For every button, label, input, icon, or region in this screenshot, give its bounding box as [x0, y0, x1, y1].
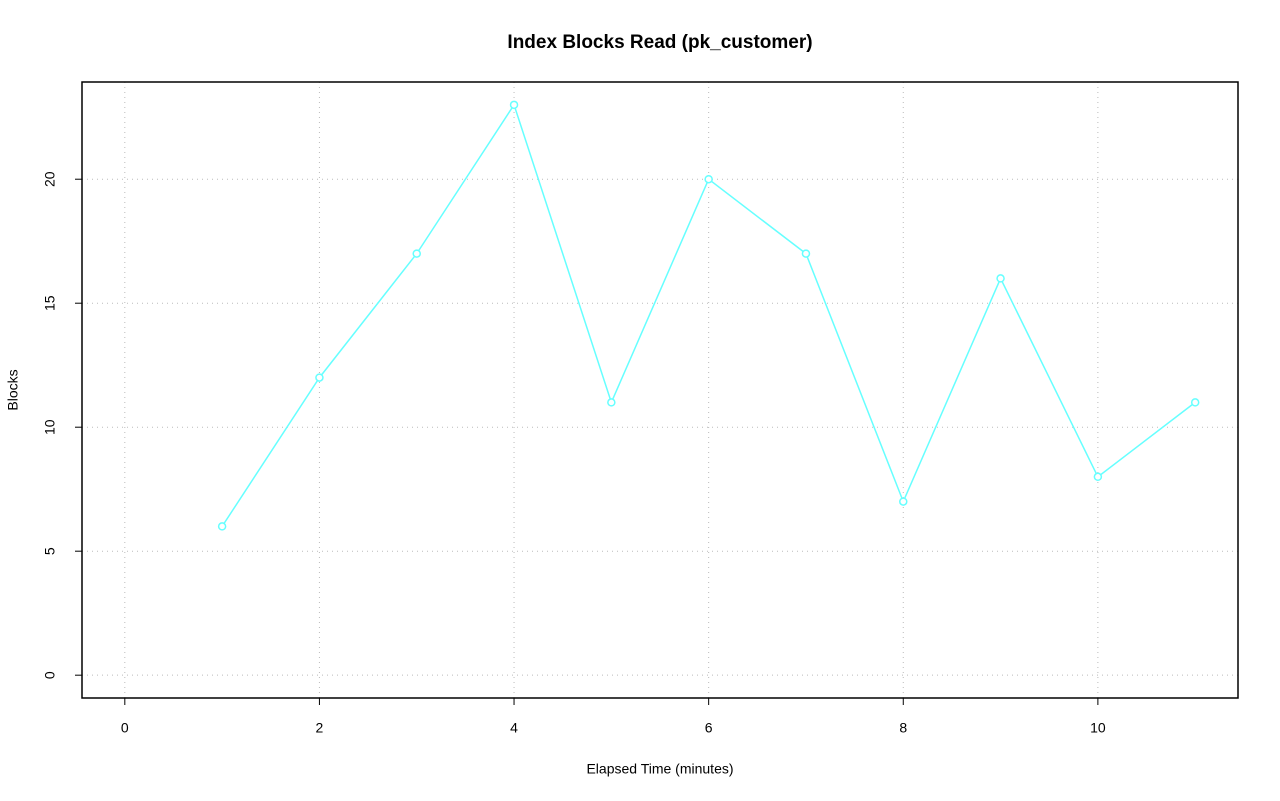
- y-tick-label: 0: [42, 671, 58, 679]
- y-tick-label: 15: [42, 295, 58, 311]
- y-tick-label: 5: [42, 547, 58, 555]
- x-tick-label: 2: [316, 720, 324, 736]
- data-point: [509, 100, 519, 110]
- data-point: [899, 497, 908, 506]
- x-axis-title: Elapsed Time (minutes): [586, 761, 733, 777]
- data-point: [1190, 398, 1200, 407]
- chart-title: Index Blocks Read (pk_customer): [507, 32, 812, 53]
- y-tick-label: 20: [42, 171, 58, 187]
- data-point: [996, 274, 1005, 283]
- data-point: [704, 174, 713, 184]
- x-tick-label: 4: [510, 720, 518, 736]
- y-axis-title: Blocks: [5, 369, 21, 410]
- data-point: [217, 522, 227, 531]
- x-tick-label: 10: [1090, 720, 1106, 736]
- plot-frame: [81, 81, 1239, 699]
- data-point: [607, 398, 616, 407]
- data-point: [412, 249, 421, 258]
- data-point: [315, 373, 324, 382]
- data-point: [801, 249, 811, 258]
- x-tick-label: 6: [705, 720, 713, 736]
- x-tick-label: 0: [121, 720, 129, 736]
- x-tick-label: 8: [899, 720, 907, 736]
- y-tick-label: 10: [42, 419, 58, 435]
- data-point: [1093, 472, 1103, 482]
